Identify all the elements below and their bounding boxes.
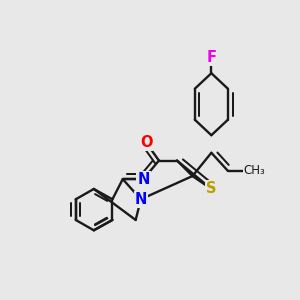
Text: F: F <box>206 50 216 65</box>
Text: N: N <box>135 192 147 207</box>
Text: O: O <box>140 135 152 150</box>
Text: N: N <box>137 172 150 187</box>
Text: CH₃: CH₃ <box>243 164 265 177</box>
Text: S: S <box>206 182 217 196</box>
